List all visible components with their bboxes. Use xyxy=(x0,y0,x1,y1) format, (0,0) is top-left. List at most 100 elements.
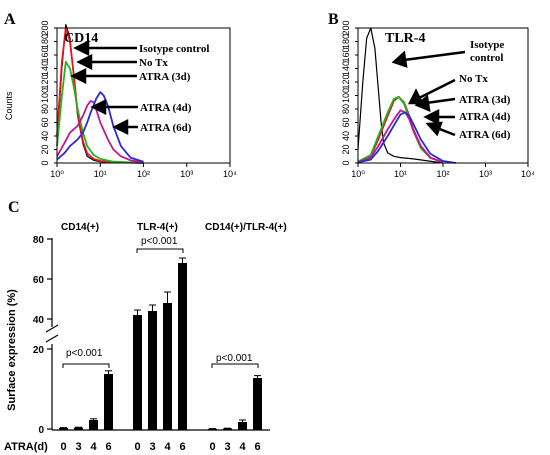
x-category-g0-1: 3 xyxy=(75,441,81,453)
b-series-0 xyxy=(357,27,444,164)
panel-c-pvalue-group3: p<0.001 xyxy=(216,353,253,364)
bar-g1-3 xyxy=(178,263,187,430)
x-category-g2-2: 4 xyxy=(239,441,246,453)
a-ytick-label-0: 0 xyxy=(40,160,50,165)
panel-c-xaxis-label: ATRA(d) xyxy=(4,441,48,453)
b-series-3 xyxy=(357,109,444,164)
panel-b-legend-atra4: ATRA (4d) xyxy=(459,111,511,123)
panel-a-arrowhead-atra4 xyxy=(90,98,107,116)
panel-b-arrowhead-atra6 xyxy=(425,121,443,137)
panel-c-bracket-group1 xyxy=(62,363,110,368)
panel-b-legend-atra3: ATRA (3d) xyxy=(459,94,511,106)
b-ytick-label-9: 180 xyxy=(341,34,351,49)
panel-c-group1-title: CD14(+) xyxy=(61,222,99,233)
panel-b-histograms xyxy=(357,27,456,164)
x-category-g1-3: 6 xyxy=(179,441,185,453)
panel-b-arrow-notx xyxy=(418,78,456,100)
panel-b-legend-notx: No Tx xyxy=(459,73,488,85)
bar-g1-0 xyxy=(133,315,142,430)
x-category-g2-0: 0 xyxy=(209,441,215,453)
panel-c-pvalue-group1: p<0.001 xyxy=(66,348,103,359)
a-ytick-label-3: 60 xyxy=(40,117,50,127)
b-ytick-label-7: 140 xyxy=(341,61,351,76)
panel-c-yticklabel-60: 60 xyxy=(33,275,45,286)
panel-b-arrowhead-atra4 xyxy=(423,108,440,126)
bar-g0-1 xyxy=(74,427,83,430)
panel-c-brackets xyxy=(62,248,259,368)
a-ytick-label-4: 80 xyxy=(40,104,50,114)
a-ytick-label-1: 20 xyxy=(40,144,50,154)
panel-a-arrowhead-atra6 xyxy=(112,118,129,136)
b-ytick-label-5: 100 xyxy=(341,88,351,103)
a-ytick-label-5: 100 xyxy=(40,88,50,103)
bar-g0-3 xyxy=(104,374,113,430)
bar-g2-3 xyxy=(253,378,262,430)
x-category-g0-3: 6 xyxy=(105,441,111,453)
a-xtick-label-0: 10⁰ xyxy=(50,169,64,179)
panel-a-arrowhead-isotype xyxy=(73,39,90,57)
a-xtick-label-1: 10¹ xyxy=(94,169,107,179)
panel-c-axes xyxy=(45,238,270,431)
a-xtick-label-2: 10² xyxy=(137,169,150,179)
x-category-g1-2: 4 xyxy=(164,441,171,453)
b-ytick-label-3: 60 xyxy=(341,117,351,127)
a-series-1 xyxy=(56,27,144,164)
bar-g2-1 xyxy=(223,428,232,430)
panel-a-title: CD14 xyxy=(64,31,98,46)
panel-a-legend-notx: No Tx xyxy=(139,57,168,69)
panel-a-letter: A xyxy=(4,11,16,28)
a-ytick-label-2: 40 xyxy=(40,131,50,141)
a-xtick-label-4: 10⁴ xyxy=(223,169,237,179)
bar-g1-1 xyxy=(148,311,157,430)
panel-a-legend-atra3: ATRA (3d) xyxy=(139,71,191,83)
a-xtick-label-3: 10³ xyxy=(180,169,193,179)
x-category-g2-3: 6 xyxy=(254,441,260,453)
panel-a-legend: Isotype control No Tx ATRA (3d) ATRA (4d… xyxy=(139,43,209,134)
panel-b-xticks: 10⁰ 10¹ 10² 10³ 10⁴ xyxy=(351,163,535,179)
b-ytick-label-8: 160 xyxy=(341,47,351,62)
panel-a-legend-atra4: ATRA (4d) xyxy=(140,102,192,114)
panel-c-yticklabel-0: 0 xyxy=(38,425,44,436)
panel-b-arrowhead-atra3 xyxy=(414,94,431,113)
panel-b-legend-isotype-line1: Isotype xyxy=(470,39,504,51)
x-category-g2-1: 3 xyxy=(224,441,230,453)
panel-c-yticklabel-20: 20 xyxy=(33,345,45,356)
panel-a-ylabel: Counts xyxy=(4,91,14,120)
bar-g0-2 xyxy=(89,420,98,430)
panel-c: CD14(+) TLR-4(+) CD14(+)/TLR-4(+) Surfac… xyxy=(4,222,287,453)
panel-c-bracket-group3 xyxy=(211,363,259,368)
panel-a-legend-isotype: Isotype control xyxy=(139,43,209,55)
panel-c-yticklabel-80: 80 xyxy=(33,235,45,246)
panel-b-arrow-isotype xyxy=(403,50,466,62)
b-ytick-label-0: 0 xyxy=(341,160,351,165)
panel-c-axis-break xyxy=(45,324,59,343)
panel-b-letter: B xyxy=(328,11,339,28)
b-xtick-label-4: 10⁴ xyxy=(521,169,535,179)
b-series-4 xyxy=(357,111,456,164)
b-series-2 xyxy=(357,95,444,164)
panel-c-bars xyxy=(59,257,262,430)
b-xtick-label-0: 10⁰ xyxy=(351,169,365,179)
panel-a-arrowhead-atra3 xyxy=(70,67,87,85)
panel-b-legend: Isotype control No Tx ATRA (3d) ATRA (4d… xyxy=(459,39,511,141)
panel-c-pvalue-group2: p<0.001 xyxy=(141,236,178,247)
x-category-g0-2: 4 xyxy=(90,441,97,453)
b-ytick-label-1: 20 xyxy=(341,144,351,154)
b-ytick-label-4: 80 xyxy=(341,104,351,114)
panel-b-arrows xyxy=(391,50,466,137)
b-xtick-label-1: 10¹ xyxy=(394,169,407,179)
panel-b-legend-isotype-line2: control xyxy=(470,52,503,64)
a-ytick-label-9: 180 xyxy=(40,34,50,49)
a-series-3 xyxy=(56,100,144,164)
panel-b-arrowhead-isotype xyxy=(391,50,408,68)
bar-g0-0 xyxy=(59,428,68,430)
a-ytick-label-6: 120 xyxy=(40,74,50,89)
panel-a-arrowhead-notx xyxy=(76,53,93,71)
b-xtick-label-2: 10² xyxy=(436,169,449,179)
b-xtick-label-3: 10³ xyxy=(479,169,492,179)
